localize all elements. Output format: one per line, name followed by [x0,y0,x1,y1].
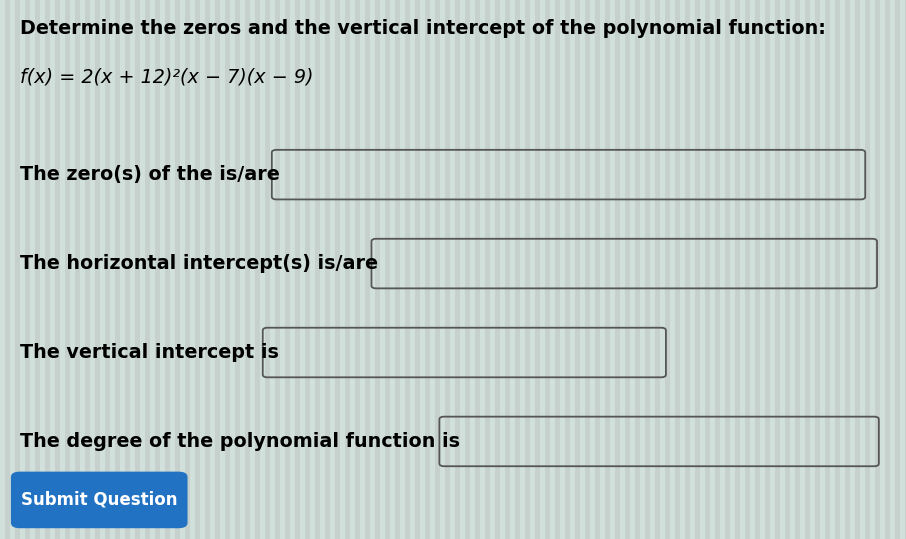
Text: Determine the zeros and the vertical intercept of the polynomial function:: Determine the zeros and the vertical int… [20,19,825,38]
Text: The horizontal intercept(s) is/are: The horizontal intercept(s) is/are [20,254,378,273]
Text: The vertical intercept is: The vertical intercept is [20,343,279,362]
Text: The zero(s) of the is/are: The zero(s) of the is/are [20,165,280,184]
Text: f(x) = 2(x + 12)²(x − 7)(x − 9): f(x) = 2(x + 12)²(x − 7)(x − 9) [20,67,313,86]
Text: Submit Question: Submit Question [21,491,178,509]
FancyBboxPatch shape [11,472,188,528]
Text: The degree of the polynomial function is: The degree of the polynomial function is [20,432,460,451]
